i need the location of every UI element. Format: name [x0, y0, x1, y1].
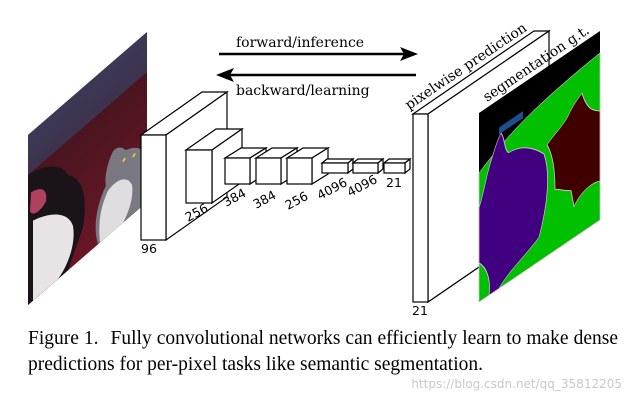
layer-box-4096a [320, 157, 355, 175]
layer-box-21 [382, 157, 412, 175]
forward-arrow [219, 47, 418, 61]
layer-box-4096b [351, 157, 385, 175]
prediction-depth-label: 21 [412, 303, 428, 318]
input-image [28, 31, 147, 305]
watermark: https://blog.csdn.net/qq_35812205 [411, 377, 622, 391]
forward-label: forward/inference [236, 35, 364, 51]
segmentation-image [478, 30, 601, 303]
layer-label: 96 [141, 241, 157, 256]
caption-text: Fully convolutional networks can efficie… [28, 328, 618, 375]
layer-box-256b [284, 146, 331, 186]
layer-label: 21 [386, 175, 402, 190]
layer-label: 4096 [344, 171, 379, 199]
layer-label: 384 [250, 187, 278, 211]
backward-label: backward/learning [236, 83, 370, 99]
figure-caption: Figure 1. Fully convolutional networks ca… [28, 326, 618, 378]
fcn-diagram: 96 256 384 384 256 4096 4096 21 21 forwa… [28, 20, 601, 318]
backward-arrow [216, 68, 416, 82]
layer-label: 256 [282, 188, 310, 212]
figure-number: Figure 1. [28, 328, 99, 349]
